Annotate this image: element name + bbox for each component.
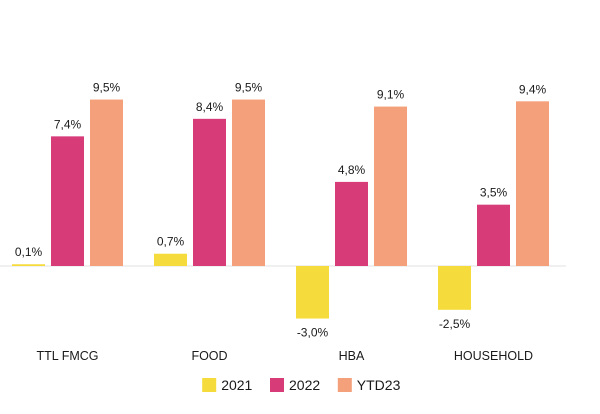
data-label: 4,8% xyxy=(338,163,366,177)
bar-2021-ttl-fmcg xyxy=(12,264,45,266)
legend: 2021 2022 YTD23 xyxy=(202,377,401,393)
category-label: HBA xyxy=(339,349,365,363)
bar-2021-food xyxy=(154,253,187,266)
data-labels-group: 0,1% 7,4% 9,5% 0,7% 8,4% 9,5% -3,0% 4,8% 9,1% -2,… xyxy=(15,81,547,340)
legend-swatch-2021 xyxy=(202,378,217,392)
bar-ytd23-hba xyxy=(374,106,407,267)
category-labels-group: TTL FMCG FOOD HBA HOUSEHOLD xyxy=(36,349,533,363)
category-label: TTL FMCG xyxy=(36,349,98,363)
data-label: -2,5% xyxy=(439,317,471,331)
data-label: 3,5% xyxy=(480,186,508,200)
bar-ytd23-ttl-fmcg xyxy=(90,99,123,266)
data-label: 9,5% xyxy=(93,81,121,95)
data-label: 9,4% xyxy=(519,82,547,96)
legend-swatch-2022 xyxy=(270,378,284,392)
data-label: -3,0% xyxy=(297,326,329,340)
bars-group xyxy=(12,99,549,319)
legend-label: 2021 xyxy=(221,377,252,393)
category-label: FOOD xyxy=(191,349,227,363)
bar-2021-household xyxy=(438,266,471,310)
data-label: 0,7% xyxy=(157,235,185,249)
bar-ytd23-food xyxy=(232,99,265,266)
bar-2022-household xyxy=(477,204,510,266)
bar-2022-hba xyxy=(335,181,368,266)
data-label: 9,1% xyxy=(377,88,405,102)
data-label: 7,4% xyxy=(54,117,82,131)
data-label: 8,4% xyxy=(196,100,224,114)
category-label: HOUSEHOLD xyxy=(454,349,533,363)
bar-ytd23-household xyxy=(516,101,549,266)
legend-swatch-ytd23 xyxy=(337,378,352,392)
data-label: 9,5% xyxy=(235,81,263,95)
bar-2022-food xyxy=(193,118,226,266)
legend-label: YTD23 xyxy=(357,377,401,393)
data-label: 0,1% xyxy=(15,245,43,259)
bar-2022-ttl-fmcg xyxy=(51,136,84,266)
bar-2021-hba xyxy=(296,266,329,319)
legend-label: 2022 xyxy=(289,377,320,393)
